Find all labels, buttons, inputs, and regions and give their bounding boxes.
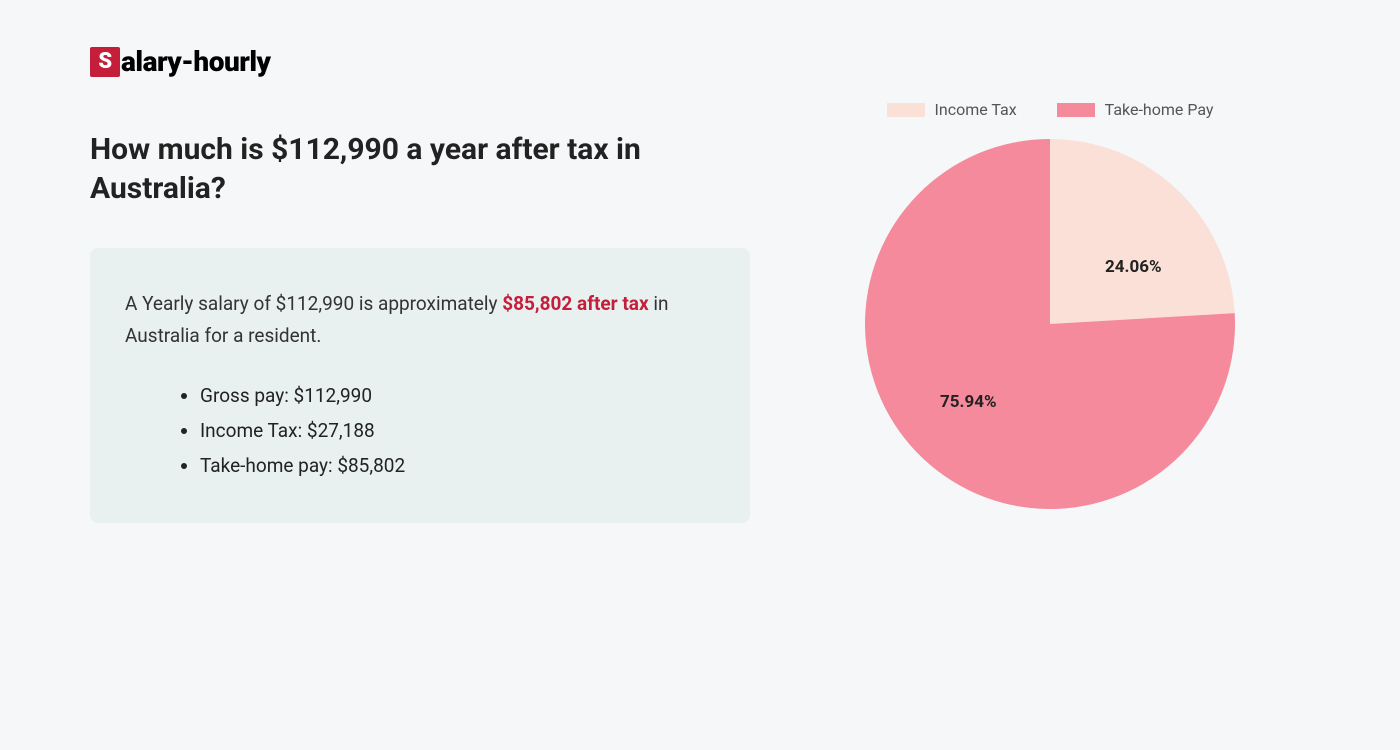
legend-label: Take-home Pay [1105,100,1214,119]
pie-svg [865,139,1235,509]
list-item: Income Tax: $27,188 [200,413,715,448]
list-item: Take-home pay: $85,802 [200,448,715,483]
legend-item-take-home: Take-home Pay [1057,100,1214,119]
legend-swatch [1057,103,1095,117]
page-headline: How much is $112,990 a year after tax in… [90,130,750,208]
logo-icon: S [90,47,120,77]
summary-prefix: A Yearly salary of $112,990 is approxima… [125,292,502,315]
chart-legend: Income Tax Take-home Pay [840,100,1260,119]
logo-text: alary-hourly [121,45,271,78]
legend-item-income-tax: Income Tax [887,100,1017,119]
pie-chart-area: Income Tax Take-home Pay 24.06% 75.94% [840,100,1260,509]
slice-label-take-home: 75.94% [940,392,997,412]
summary-text: A Yearly salary of $112,990 is approxima… [125,288,715,353]
site-logo: Salary-hourly [90,45,271,78]
legend-label: Income Tax [935,100,1017,119]
summary-box: A Yearly salary of $112,990 is approxima… [90,248,750,523]
list-item: Gross pay: $112,990 [200,378,715,413]
pie-chart: 24.06% 75.94% [865,139,1235,509]
content-left: How much is $112,990 a year after tax in… [90,130,750,523]
legend-swatch [887,103,925,117]
summary-highlight: $85,802 after tax [502,292,648,315]
slice-label-income-tax: 24.06% [1105,257,1162,277]
bullet-list: Gross pay: $112,990 Income Tax: $27,188 … [125,378,715,483]
